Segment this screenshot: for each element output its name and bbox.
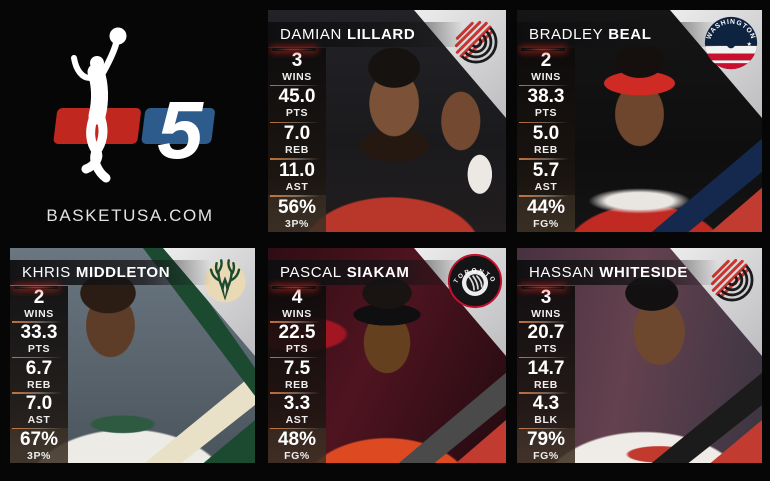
player-name: KHRIS MIDDLETON	[10, 260, 255, 285]
stat-ast: 11.0 AST	[268, 158, 326, 195]
player-name: DAMIAN LILLARD	[268, 22, 506, 47]
red-band	[53, 108, 141, 144]
stat-reb: 14.7 REB	[517, 356, 575, 392]
stat-pts: 38.3 PTS	[517, 84, 575, 122]
stat-ast: 3.3 AST	[268, 392, 326, 427]
stat-pct: 48% FG%	[268, 427, 326, 463]
player-last-name: SIAKAM	[346, 264, 410, 281]
stat-pts: 33.3 PTS	[10, 321, 68, 356]
player-card-middleton: KHRIS MIDDLETON 2 WINS 33.3 PTS 6.7 REB 7.0…	[10, 248, 255, 463]
stat-pct: 79% FG%	[517, 427, 575, 463]
player-card-lillard: DAMIAN LILLARD 3 WINS 45.0 PTS 7.0 REB 11.0…	[268, 10, 506, 232]
stat-reb: 7.5 REB	[268, 356, 326, 392]
stat-wins: 3 WINS	[268, 48, 326, 85]
big-number: 5	[157, 85, 204, 176]
player-first-name: DAMIAN	[280, 26, 342, 43]
player-name: HASSAN WHITESIDE	[517, 260, 762, 285]
basketusa-logo-icon: 5	[53, 27, 215, 183]
stat-reb: 5.0 REB	[517, 121, 575, 159]
stat-wins: 3 WINS	[517, 286, 575, 321]
stat-blk: 4.3 BLK	[517, 392, 575, 427]
stat-pct: 44% FG%	[517, 195, 575, 232]
blue-band	[141, 108, 215, 144]
player-first-name: KHRIS	[22, 264, 71, 281]
player-first-name: HASSAN	[529, 264, 595, 281]
player-name: BRADLEY BEAL	[517, 22, 762, 47]
player-last-name: LILLARD	[346, 26, 416, 43]
stat-pts: 22.5 PTS	[268, 321, 326, 356]
stat-wins: 2 WINS	[10, 286, 68, 321]
stat-pts: 20.7 PTS	[517, 321, 575, 356]
site-label: BASKETUSA.COM	[46, 206, 214, 225]
stat-pct: 67% 3P%	[10, 427, 68, 463]
logo-color-bands	[53, 108, 215, 144]
player-name: PASCAL SIAKAM	[268, 260, 506, 285]
player-first-name: PASCAL	[280, 264, 342, 281]
stat-wins: 4 WINS	[268, 286, 326, 321]
stat-reb: 6.7 REB	[10, 356, 68, 392]
stat-pct: 56% 3P%	[268, 195, 326, 232]
player-last-name: BEAL	[608, 26, 652, 43]
player-last-name: MIDDLETON	[75, 264, 171, 281]
stat-ast: 7.0 AST	[10, 392, 68, 427]
stats-column: 3 WINS 20.7 PTS 14.7 REB 4.3 BLK 79% FG%	[517, 286, 575, 463]
stat-wins: 2 WINS	[517, 48, 575, 85]
dunking-player-icon	[71, 27, 127, 183]
stat-reb: 7.0 REB	[268, 121, 326, 159]
stat-pts: 45.0 PTS	[268, 84, 326, 122]
stats-column: 2 WINS 33.3 PTS 6.7 REB 7.0 AST 67% 3P%	[10, 286, 68, 463]
stats-column: 2 WINS 38.3 PTS 5.0 REB 5.7 AST 44% FG%	[517, 48, 575, 232]
brand-block: 5 BASKETUSA.COM	[0, 0, 260, 240]
player-card-whiteside: HASSAN WHITESIDE 3 WINS 20.7 PTS 14.7 REB 4…	[517, 248, 762, 463]
stats-column: 3 WINS 45.0 PTS 7.0 REB 11.0 AST 56% 3P%	[268, 48, 326, 232]
stat-ast: 5.7 AST	[517, 158, 575, 195]
stats-column: 4 WINS 22.5 PTS 7.5 REB 3.3 AST 48% FG%	[268, 286, 326, 463]
player-last-name: WHITESIDE	[599, 264, 689, 281]
player-first-name: BRADLEY	[529, 26, 604, 43]
